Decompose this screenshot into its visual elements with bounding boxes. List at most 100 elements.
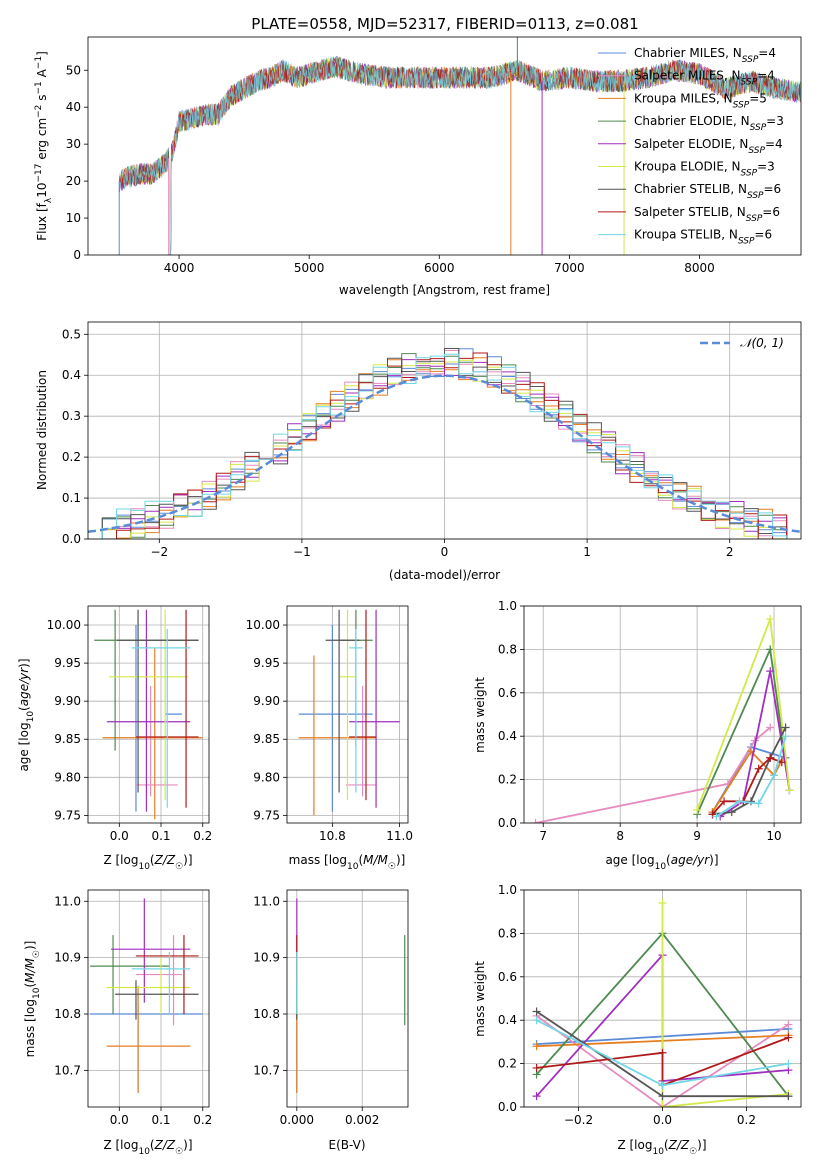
x-tick-label: 11.0	[386, 829, 413, 843]
weight-vs-Z-axes-plot	[532, 899, 793, 1107]
y-tick-label: 10.8	[54, 1007, 81, 1021]
weight-series-salpeter-stelib	[708, 753, 786, 819]
mass-vs-ebv-axes: 0.000 0.002 10.7 10.8 10.9 11.0	[253, 889, 409, 1127]
errorbar-kroupa-stelib	[131, 952, 191, 1014]
weight-marker	[770, 771, 779, 780]
errorbar-salpeter-stelib	[135, 935, 199, 1014]
errorbar-kroupa-miles	[298, 655, 377, 816]
age-vs-mass-axes-frame	[286, 605, 409, 824]
x-tick-label: −2	[150, 545, 168, 559]
errorbar-kroupa-stelib	[131, 628, 191, 808]
weight-marker	[532, 1016, 541, 1025]
figure-title: PLATE=0558, MJD=52317, FIBERID=0113, z=0…	[251, 15, 638, 33]
residual-axes-plot	[88, 348, 801, 539]
y-tick-label: 0.4	[498, 1013, 517, 1027]
weight-vs-Z-axes-frame	[523, 889, 802, 1108]
y-tick-label: 0.0	[62, 532, 81, 546]
weight-marker	[693, 805, 702, 814]
residual-xlabel: (data-model)/error	[389, 568, 500, 582]
y-tick-label: 0.6	[498, 686, 517, 700]
spectrum-line-kroupa-stelib	[118, 55, 801, 255]
weight-marker	[781, 732, 790, 741]
weight-marker	[658, 899, 667, 908]
residual-ylabel: Normed distribution	[35, 370, 49, 490]
weight-vs-age-axes-frame	[523, 605, 802, 824]
x-tick-label: 7	[539, 829, 547, 843]
weight-vs-age-xlabel: age [log10(age/yr)]	[605, 853, 718, 872]
weight-vs-Z-axes: −0.2 0.0 0.2 0.0 0.2 0.4 0.6 0.8 1.0	[498, 883, 802, 1127]
x-tick-label: 0.000	[280, 1113, 314, 1127]
y-tick-label: 0.2	[62, 450, 81, 464]
y-tick-label: 30	[66, 137, 81, 151]
age-vs-mass-xlabel: mass [log10(M/M☉)]	[289, 853, 406, 872]
errorbar-chabrier-elodie	[90, 935, 170, 1014]
weight-marker	[777, 758, 786, 767]
y-tick-label: 9.85	[253, 732, 280, 746]
weight-series-kroupa-stelib	[712, 732, 790, 821]
weight-marker	[720, 797, 729, 806]
x-tick-label: 9	[693, 829, 701, 843]
residual-axes-frame	[87, 321, 802, 540]
y-tick-label: 0.4	[62, 368, 81, 382]
x-tick-label: 4000	[164, 261, 195, 275]
y-tick-label: 9.95	[253, 656, 280, 670]
spectrum-legend: Chabrier MILES, NSSP=4 Salpeter MILES, NS…	[598, 46, 784, 247]
y-tick-label: 10.00	[246, 618, 280, 632]
errorbar-salpeter-elodie	[349, 609, 400, 808]
x-tick-label: 0.0	[110, 1113, 129, 1127]
y-tick-label: 11.0	[253, 894, 280, 908]
weight-marker	[766, 753, 775, 762]
mass-vs-Z-axes-frame	[87, 889, 210, 1108]
spectrum-ylabel: Flux [fλ10−17 erg cm−2 s−1 A−1]	[34, 51, 54, 241]
errorbar-salpeter-elodie	[110, 898, 191, 1003]
weight-series-kroupa-stelib	[532, 1016, 793, 1090]
y-tick-label: 10.9	[54, 951, 81, 965]
y-tick-label: 0.0	[498, 816, 517, 830]
y-tick-label: 9.90	[54, 694, 81, 708]
mass-vs-ebv-axes-frame	[286, 889, 409, 1108]
mass-vs-Z-axes-plot	[90, 898, 203, 1093]
x-tick-label: 0.2	[193, 1113, 212, 1127]
y-tick-label: 10	[66, 211, 81, 225]
x-tick-label: 5000	[294, 261, 325, 275]
x-tick-label: 0.0	[653, 1113, 672, 1127]
x-tick-label: 8000	[684, 261, 715, 275]
y-tick-label: 9.85	[54, 732, 81, 746]
x-tick-label: 0.2	[737, 1113, 756, 1127]
y-tick-label: 9.95	[54, 656, 81, 670]
y-tick-label: 0.6	[498, 970, 517, 984]
errorbar-kroupa-miles	[106, 985, 191, 1093]
x-tick-label: 0.0	[110, 829, 129, 843]
y-tick-label: 10.9	[253, 951, 280, 965]
spectrum-axes: 4000 5000 6000 7000 8000 0 10 20 30 40 50	[66, 36, 802, 275]
x-tick-label: 2	[726, 545, 734, 559]
x-tick-label: 0.002	[345, 1113, 379, 1127]
weight-vs-age-axes-plot	[531, 615, 794, 823]
legend-label: Chabrier ELODIE, NSSP=3	[634, 114, 784, 133]
y-tick-label: 50	[66, 63, 81, 77]
spectrum-axes-plot	[118, 37, 801, 255]
spectrum-xlabel: wavelength [Angstrom, rest frame]	[339, 283, 550, 297]
age-vs-mass-axes: 10.8 11.0 9.75 9.80 9.85 9.90 9.95 10.00	[246, 605, 413, 843]
weight-marker	[658, 1103, 667, 1107]
legend-label: Kroupa STELIB, NSSP=6	[634, 228, 772, 247]
weight-vs-age-ylabel: mass weight	[473, 677, 487, 753]
errorbar-kroupa-elodie	[106, 957, 191, 1014]
y-tick-label: 10.00	[47, 618, 81, 632]
x-tick-label: −1	[293, 545, 311, 559]
legend-label: Chabrier MILES, NSSP=4	[634, 46, 776, 65]
age-vs-Z-axes: 0.0 0.1 0.2 9.75 9.80 9.85 9.90 9.95 10.00	[47, 605, 212, 843]
y-tick-label: 0.3	[62, 409, 81, 423]
y-tick-label: 20	[66, 174, 81, 188]
age-vs-Z-ylabel: age [log10(age/yr)]	[17, 658, 36, 771]
legend-label: Salpeter MILES, NSSP=4	[634, 69, 775, 88]
weight-marker	[785, 786, 794, 795]
y-tick-label: 40	[66, 100, 81, 114]
weight-marker	[727, 808, 736, 817]
mass-vs-Z-ylabel: mass [log10(M/M☉)]	[23, 941, 42, 1058]
age-vs-Z-axes-plot	[94, 609, 203, 820]
x-tick-label: 0.2	[193, 829, 212, 843]
weight-marker	[658, 1081, 667, 1090]
errorbar-salpeter-stelib	[349, 609, 377, 801]
